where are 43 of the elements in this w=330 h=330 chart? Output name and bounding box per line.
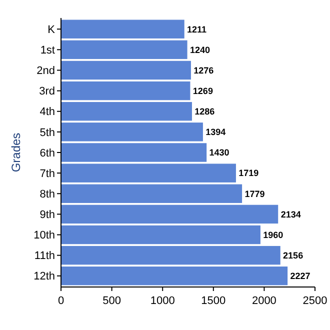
data-label: 2134 — [280, 209, 301, 220]
y-tick-label: 6th — [40, 147, 55, 160]
bar — [60, 266, 288, 286]
bar — [60, 40, 188, 60]
data-label: 1276 — [194, 65, 214, 76]
data-label: 1211 — [187, 24, 207, 34]
y-axis-title: Grades — [9, 132, 23, 172]
data-label: 1779 — [244, 188, 265, 199]
y-tick-label: 1st — [40, 44, 55, 57]
data-label: 1286 — [194, 106, 215, 117]
data-label: 1240 — [190, 44, 210, 55]
x-tick-label: 1500 — [201, 295, 226, 307]
data-label: 1719 — [238, 168, 259, 178]
bar — [60, 184, 242, 203]
data-label: 1394 — [206, 127, 226, 138]
bar — [60, 102, 192, 121]
y-tick-label: 12th — [34, 270, 55, 283]
bar — [60, 204, 278, 224]
data-label: 2227 — [290, 271, 310, 282]
bar — [60, 225, 260, 244]
y-tick-label: 8th — [40, 188, 55, 200]
bar — [60, 81, 190, 100]
y-tick-label: 11th — [34, 250, 55, 262]
data-label: 2156 — [283, 250, 304, 260]
bar — [60, 60, 191, 80]
y-tick-label: 2nd — [36, 65, 55, 78]
y-tick-label: 4th — [40, 106, 55, 118]
x-tick-label: 0 — [58, 295, 64, 307]
y-tick-label: 5th — [40, 126, 55, 139]
y-tick-label: K — [48, 24, 56, 36]
x-tick-label: 500 — [102, 295, 121, 307]
data-label: 1269 — [192, 86, 213, 96]
x-tick-label: 1000 — [150, 295, 175, 307]
data-label: 1430 — [209, 148, 230, 158]
y-tick-label: 9th — [40, 209, 55, 222]
x-tick-label: 2500 — [302, 295, 328, 307]
y-tick-label: 7th — [40, 168, 55, 180]
data-label: 1960 — [263, 230, 284, 240]
bar — [60, 20, 184, 38]
y-tick-label: 3rd — [39, 86, 55, 98]
bar — [60, 246, 280, 265]
y-tick-label: 10th — [34, 230, 55, 242]
x-tick-label: 2000 — [252, 295, 276, 307]
